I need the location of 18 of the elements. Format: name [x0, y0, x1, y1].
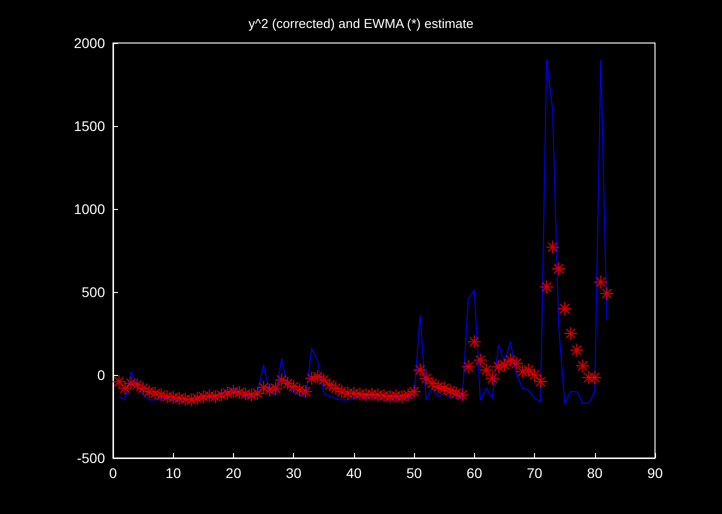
- line-series: [118, 59, 608, 404]
- x-tick-label: 10: [165, 465, 182, 481]
- x-tick-label: 70: [526, 465, 543, 481]
- y-tick-label: 0: [97, 367, 106, 383]
- chart-title: y^2 (corrected) and EWMA (*) estimate: [248, 16, 474, 31]
- y-tick-label: 1000: [74, 201, 106, 217]
- y-tick-label: 1500: [74, 118, 106, 134]
- x-tick-label: 30: [286, 465, 302, 481]
- y-tick-label: 2000: [74, 35, 106, 51]
- x-tick-label: 90: [647, 465, 663, 481]
- x-tick-label: 40: [346, 465, 362, 481]
- x-tick-label: 80: [586, 465, 603, 481]
- x-tick-label: 0: [109, 465, 118, 481]
- x-tick-label: 60: [466, 465, 482, 481]
- x-tick-label: 20: [226, 465, 242, 481]
- x-tick-label: 50: [406, 465, 422, 481]
- y-tick-label: 500: [82, 284, 106, 300]
- y-tick-label: -500: [76, 450, 106, 466]
